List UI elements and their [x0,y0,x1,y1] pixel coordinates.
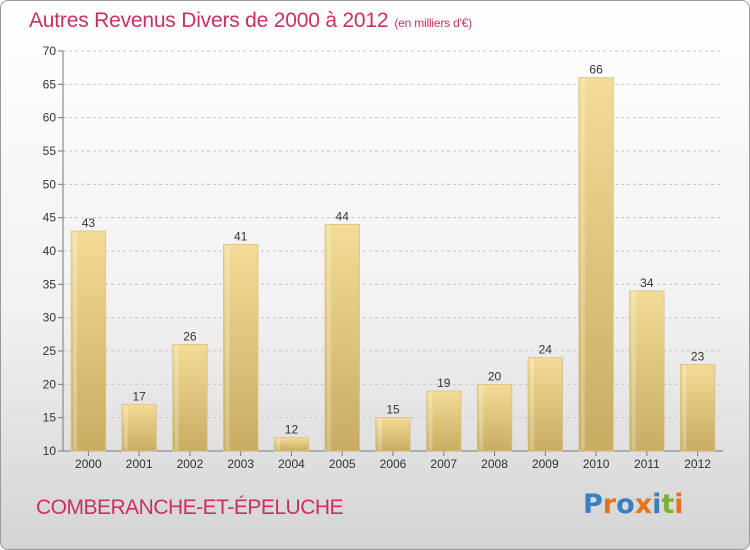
y-tick-label: 70 [43,44,57,58]
y-tick-label: 60 [43,111,57,125]
bar-highlight [73,232,78,450]
x-tick-label-2010: 2010 [583,457,610,471]
logo-letter: r [602,489,617,520]
x-tick-label-2012: 2012 [684,457,711,471]
bar-2003 [223,243,259,452]
logo-letter: i [652,489,662,520]
data-label-2009: 24 [539,343,553,357]
x-tick-label-2004: 2004 [278,457,305,471]
bar-highlight [326,225,331,450]
data-label-2007: 19 [437,376,451,390]
y-tick-label: 25 [43,344,57,358]
bar-2010 [578,77,614,452]
grid-layer [63,50,723,419]
bar-2006 [375,417,411,452]
x-tick-label-2002: 2002 [177,457,204,471]
bar-highlight [631,292,636,450]
x-tick-label-2005: 2005 [329,457,356,471]
y-tick-label: 15 [43,411,57,425]
bar-highlight [682,365,687,450]
chart-title-block: Autres Revenus Divers de 2000 à 2012 (en … [29,9,472,33]
data-label-2006: 15 [386,403,400,417]
bar-2009 [527,357,563,452]
bar-highlight [123,405,128,450]
data-label-2002: 26 [183,329,197,343]
bar-highlight [174,345,179,450]
bar-layer [70,77,716,452]
logo-letter: x [634,489,653,520]
x-tick-label-2000: 2000 [75,457,102,471]
data-label-2012: 23 [691,349,705,363]
y-tick-label: 10 [43,444,57,458]
y-tick-label: 20 [43,377,57,391]
chart-title: Autres Revenus Divers de 2000 à 2012 [29,9,389,32]
data-label-2011: 34 [640,276,654,290]
data-label-2004: 12 [285,423,299,437]
bar-highlight [428,392,433,450]
logo-letter: i [674,489,684,520]
commune-name: COMBERANCHE-ET-ÉPELUCHE [36,496,344,519]
y-tick-label: 55 [43,144,57,158]
x-tick-label-2009: 2009 [532,457,559,471]
x-tick-label-2003: 2003 [227,457,254,471]
logo-letter: t [661,489,675,520]
y-tick-label: 50 [43,177,57,191]
axis-layer: 10 15 20 25 30 35 40 45 50 55 60 65 70 2000 2001 2002 20… [43,44,723,471]
x-tick-label-2006: 2006 [380,457,407,471]
bar-2005 [324,223,360,452]
bar-highlight [479,385,484,450]
chart-subtitle: (en milliers d'€) [394,16,472,30]
x-tick-label-2011: 2011 [634,457,660,471]
bar-2001 [121,403,157,452]
y-tick-label: 30 [43,311,57,325]
data-label-2001: 17 [132,389,146,403]
label-layer: 43 17 26 41 12 44 15 19 20 24 66 34 23 [82,63,705,437]
y-tick-label: 40 [43,244,57,258]
logo-letter: P [583,489,603,520]
bar-2004 [273,437,310,452]
y-tick-label: 35 [43,277,57,291]
data-label-2003: 41 [234,229,248,243]
data-label-2000: 43 [82,216,96,230]
x-tick-label-2001: 2001 [126,457,153,471]
bar-2002 [172,343,208,452]
proxiti-logo[interactable]: Proxiti [583,489,684,520]
y-tick-label: 65 [43,77,57,91]
x-tick-label-2007: 2007 [430,457,457,471]
data-label-2010: 66 [589,63,603,77]
logo-letter: o [616,489,635,520]
bar-2000 [70,230,107,452]
y-tick-label: 45 [43,211,57,225]
bar-highlight [530,358,535,450]
bar-highlight [580,78,585,451]
bar-2011 [629,290,665,452]
data-label-2005: 44 [336,209,350,223]
bar-2007 [426,390,462,452]
bar-highlight [377,418,382,450]
bar-highlight [225,245,230,450]
data-label-2008: 20 [488,369,502,383]
bar-2008 [476,383,513,452]
bar-2012 [679,363,716,452]
x-tick-label-2008: 2008 [481,457,508,471]
bar-highlight [276,438,281,450]
